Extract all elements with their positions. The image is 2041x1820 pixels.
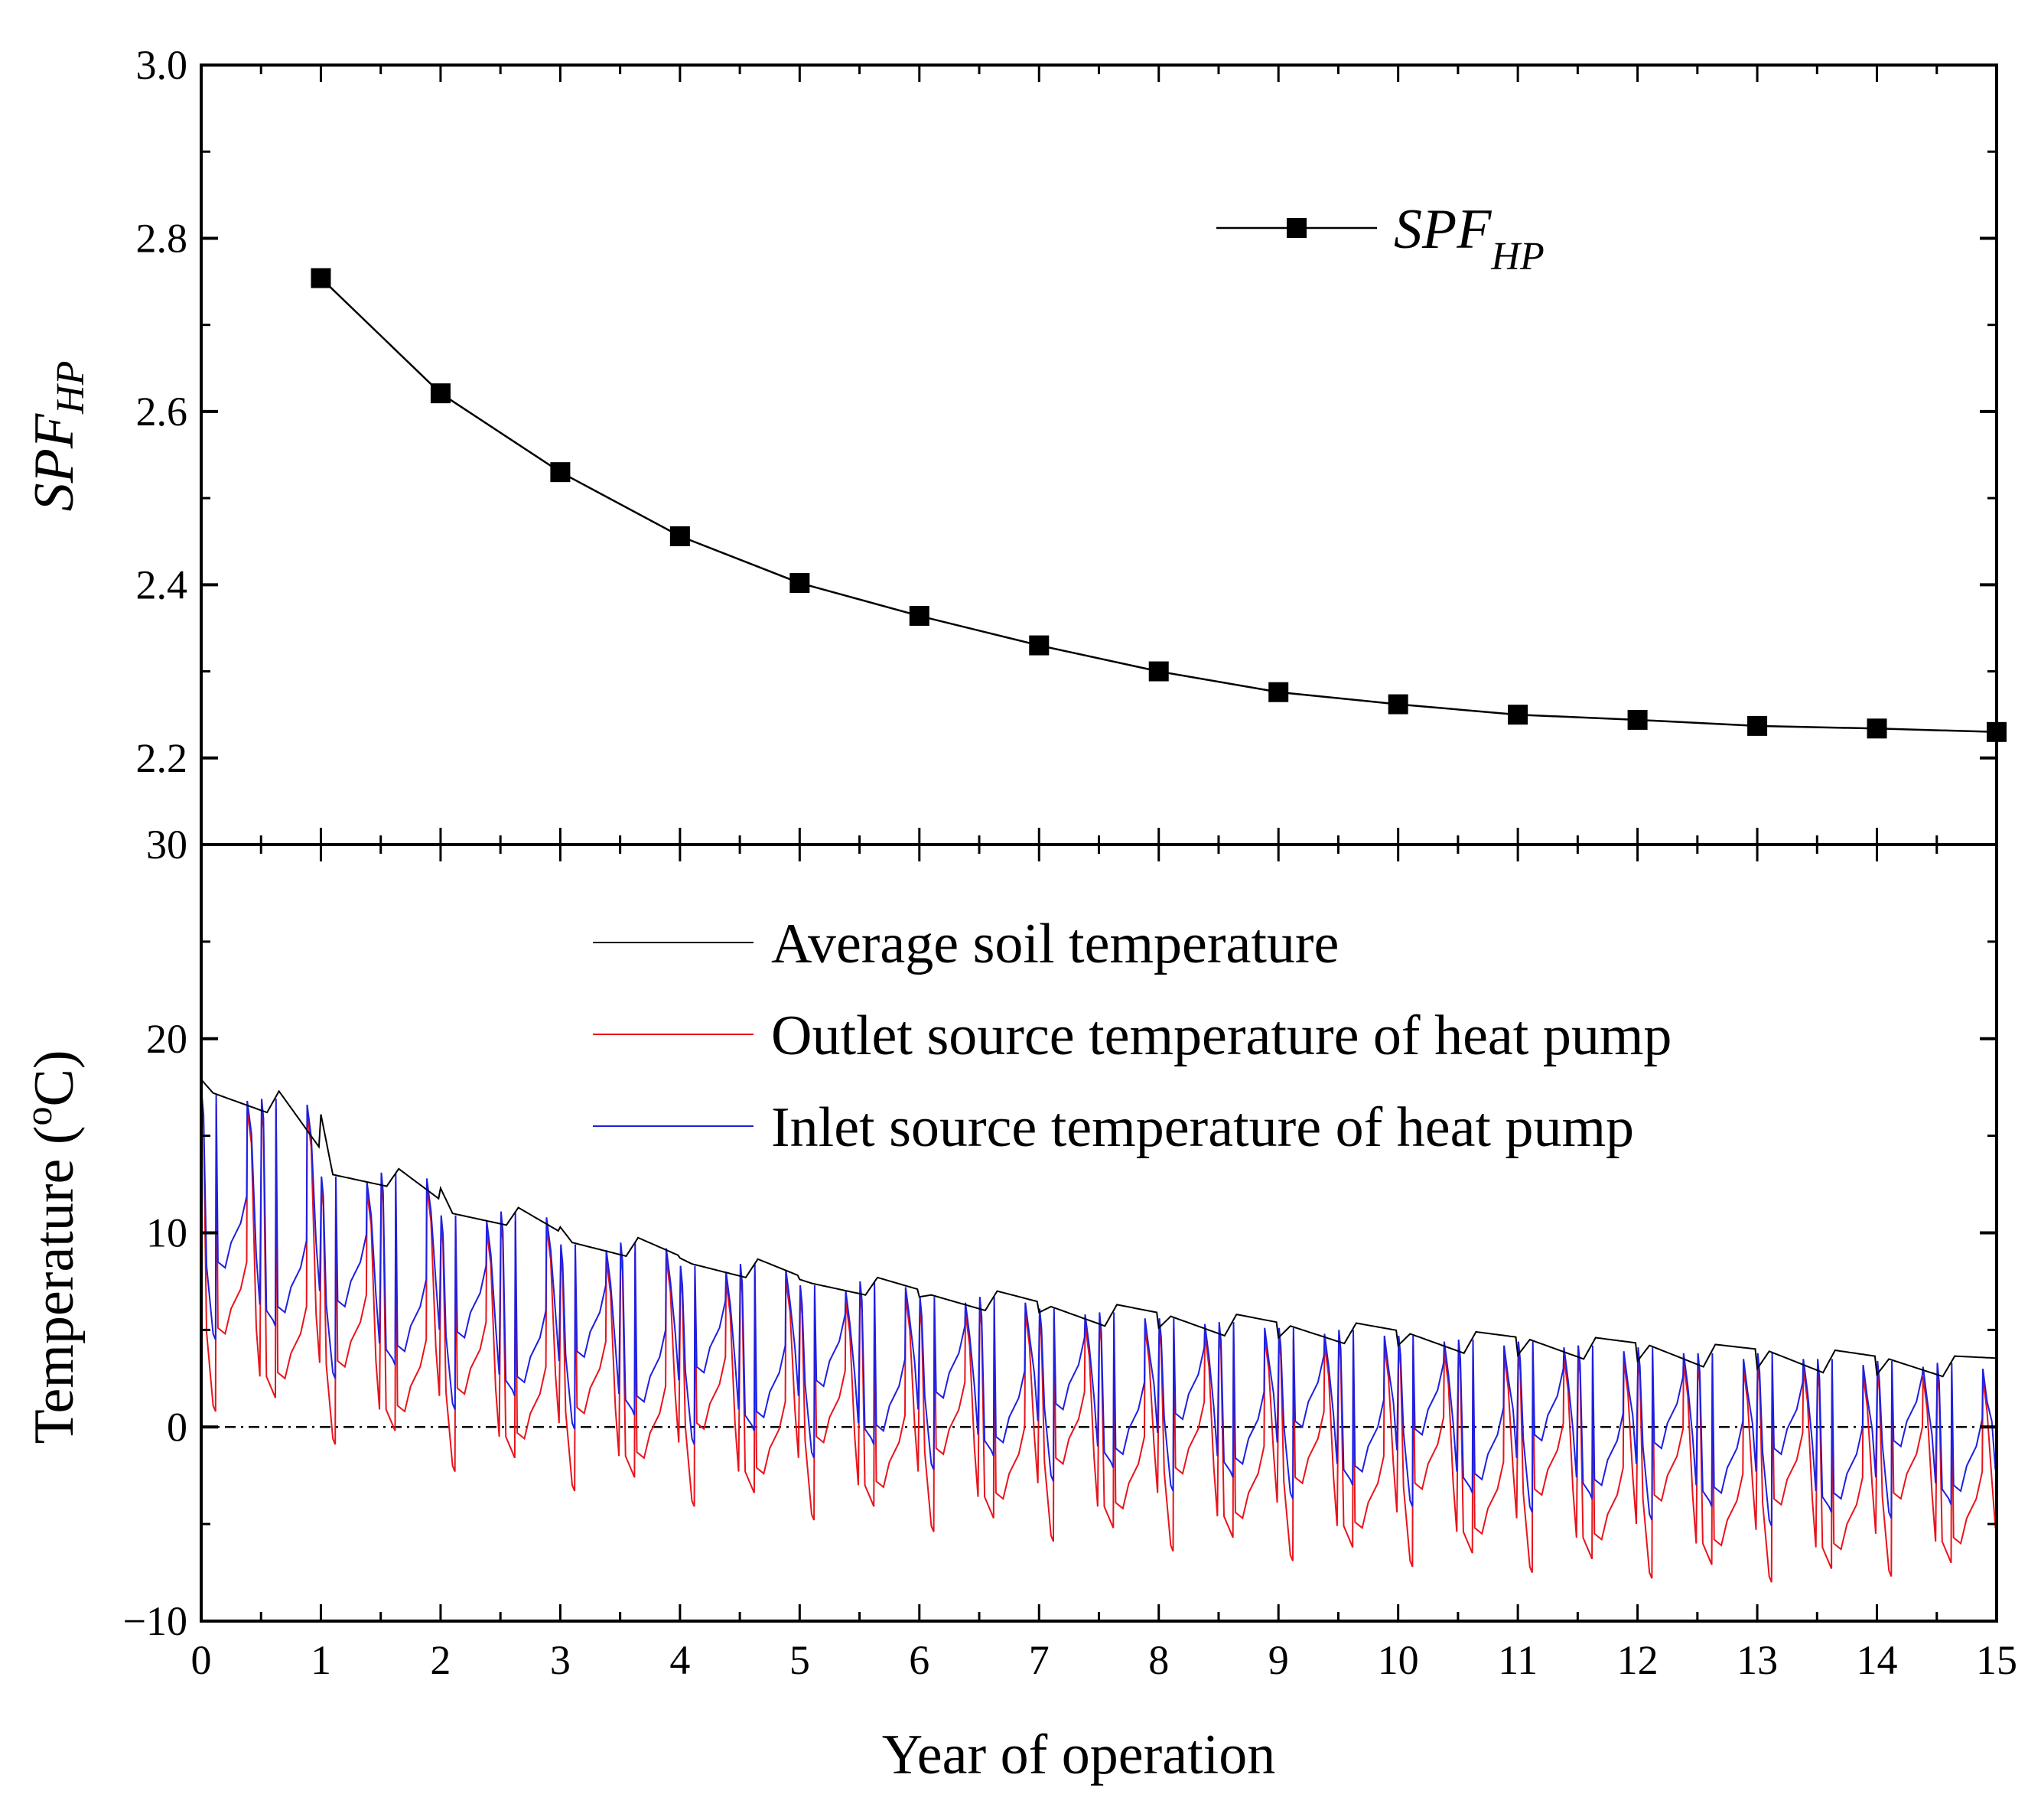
x-tick-label: 12 [1617,1637,1659,1683]
spf-point [1747,715,1768,736]
spf-point [430,383,451,404]
spf-point [1029,635,1050,656]
top-panel: 2.22.42.62.83.0 SPFHP SPFHP [23,42,2007,846]
x-tick-label: 13 [1737,1637,1778,1683]
bottom-y-axis-title-degree: o [17,1107,60,1126]
top-y-tick-label: 3.0 [136,42,188,88]
x-tick-label: 10 [1378,1637,1419,1683]
spf-point [1268,682,1289,702]
x-tick-label: 3 [550,1637,571,1683]
top-y-ticks: 2.2 2.4 2.6 2.8 3.0 [136,42,1998,845]
x-tick-label: 2 [430,1637,451,1683]
legend-label-outlet: Outlet source temperature of heat pump [771,1004,1672,1067]
spf-point [1867,718,1887,739]
x-tick-label: 6 [909,1637,929,1683]
top-y-axis-title: SPFHP [23,361,93,512]
x-axis-title: Year of operation [882,1724,1275,1786]
bottom-y-axis-title-main: Temperature ( [23,1126,86,1444]
spf-point [909,606,929,627]
outlet-temperature-line [200,844,1997,1583]
top-legend-label-subscript: HP [1490,235,1544,278]
legend-label-inlet: Inlet source temperature of heat pump [771,1096,1634,1159]
soil-temperature-line [200,1079,1997,1378]
top-legend-marker [1287,218,1307,238]
bottom-plot-area [200,844,1997,1583]
bottom-y-tick-label: 10 [146,1210,187,1256]
bottom-y-axis-title-unit: C) [23,1050,86,1107]
top-y-axis-title-main: SPF [23,413,86,511]
bottom-y-ticks: −10 0 10 20 30 [123,822,1997,1644]
inlet-temperature-line [200,844,1997,1527]
x-tick-label: 0 [191,1637,212,1683]
x-tick-label: 5 [789,1637,810,1683]
bottom-y-axis-title: Temperature (oC) [17,1050,86,1444]
spf-point [311,268,331,288]
bottom-x-ticks: 0 1 2 3 4 5 6 7 8 9 10 11 12 13 14 15 [191,845,2017,1683]
bottom-y-tick-label: 20 [146,1016,187,1062]
x-tick-label: 4 [669,1637,690,1683]
bottom-y-tick-label: 30 [146,822,187,868]
top-y-axis-title-subscript: HP [49,361,93,415]
x-tick-label: 7 [1029,1637,1050,1683]
top-y-tick-label: 2.4 [136,562,188,607]
top-y-tick-label: 2.2 [136,735,188,781]
spf-point [789,573,810,594]
x-tick-label: 9 [1268,1637,1289,1683]
top-plot-area [311,268,2007,742]
top-y-tick-label: 2.6 [136,389,188,435]
x-tick-label: 1 [311,1637,331,1683]
top-legend: SPFHP [1216,198,1545,278]
top-plot-frame [200,63,1998,846]
x-tick-label: 15 [1976,1637,2017,1683]
spf-point [1148,661,1169,682]
bottom-y-tick-label: −10 [123,1598,187,1644]
spf-point [1627,709,1648,730]
spf-point [1388,694,1408,715]
bottom-legend: Average soil temperature Outlet source t… [593,913,1672,1159]
spf-point [669,526,690,546]
top-y-tick-label: 2.8 [136,215,188,261]
top-legend-label: SPFHP [1394,198,1545,278]
x-tick-label: 11 [1498,1637,1538,1683]
spf-point [550,462,571,483]
x-tick-label: 8 [1148,1637,1169,1683]
spf-point [1508,705,1528,725]
x-tick-label: 14 [1857,1637,1898,1683]
legend-label-soil: Average soil temperature [771,913,1339,975]
bottom-y-tick-label: 0 [167,1404,187,1450]
top-legend-label-main: SPF [1394,198,1492,261]
